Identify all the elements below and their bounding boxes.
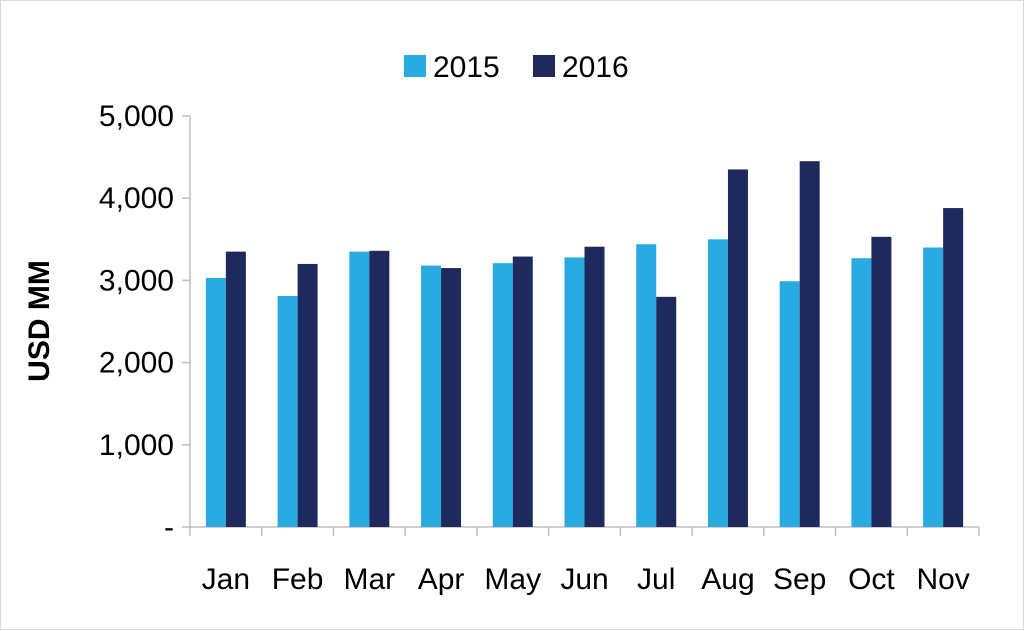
bar-2015-feb [277,296,298,527]
y-tick-label: 3,000 [99,264,174,297]
bar-2015-aug [707,239,728,528]
bar-2016-may [512,256,533,527]
bar-2016-nov [943,208,964,527]
legend-label-2016: 2016 [562,51,629,84]
bar-2016-jul [656,296,677,527]
bar-2016-mar [369,250,390,528]
bar-2016-jan [225,251,246,527]
bar-2015-jan [205,277,226,527]
y-axis-title: USD MM [23,260,56,382]
bar-2015-oct [851,258,872,527]
legend-label-2015: 2015 [433,51,500,84]
x-tick-label: Apr [418,563,465,596]
bar-2016-feb [297,263,318,527]
y-tick-label: 5,000 [99,100,174,133]
x-tick-label: Aug [701,563,754,596]
bar-2015-may [492,263,513,527]
x-tick-label: Feb [272,563,324,596]
legend-swatch-2015 [404,55,426,77]
x-tick-label: May [484,563,541,596]
legend-swatch-2016 [533,55,555,77]
y-tick-label: 2,000 [99,347,174,380]
x-tick-label: Jan [202,563,250,596]
x-tick-label: Nov [916,563,969,596]
x-axis: Jan Feb Mar Apr May Jun Jul Aug Sep Oct Nov [189,526,980,596]
x-tick-label: Sep [773,563,826,596]
bar-2016-aug [727,169,748,527]
bar-2015-mar [349,251,370,527]
y-tick-label: - [164,511,174,544]
bar-2016-sep [799,161,820,527]
x-tick-label: Oct [848,563,895,596]
bar-2016-jun [584,246,605,527]
bar-2015-jun [564,257,585,527]
x-tick-label: Mar [343,563,395,596]
bar-2015-nov [923,247,944,527]
bar-2016-oct [871,236,892,528]
bar-2015-sep [779,281,800,527]
y-tick-label: 4,000 [99,182,174,215]
x-tick-label: Jul [637,563,675,596]
y-tick-label: 1,000 [99,429,174,462]
bars-group [205,161,964,528]
legend: 2015 2016 [404,51,629,84]
bar-2016-apr [441,268,462,527]
y-axis: - 1,000 2,000 3,000 4,000 5,000 [99,100,191,544]
bar-2015-apr [421,265,442,527]
x-tick-label: Jun [560,563,608,596]
bar-2015-jul [636,244,657,527]
